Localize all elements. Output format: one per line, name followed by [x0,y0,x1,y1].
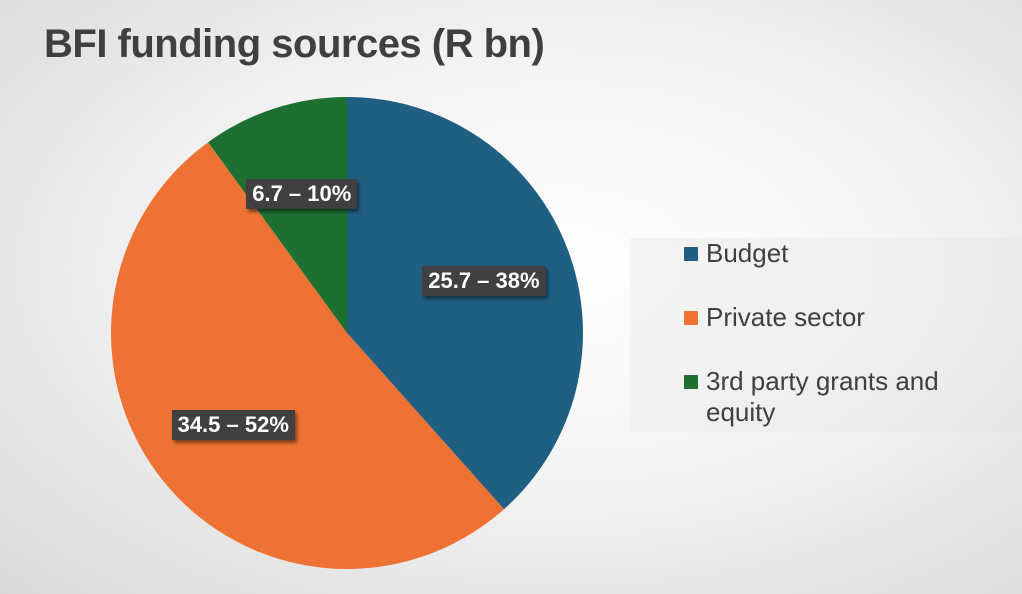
legend-label: Private sector [706,302,865,332]
pie-slice-private-sector [110,142,505,570]
pie-slice-budget [347,97,583,510]
legend-item-private-sector: Private sector [684,302,996,333]
legend-swatch [684,247,698,261]
data-label: 25.7 – 38% [422,265,546,296]
legend-swatch [684,311,698,325]
legend-label: 3rd party grants and equity [706,366,939,427]
legend-item-budget: Budget [684,238,996,269]
legend-swatch [684,375,698,389]
chart-legend: Budget Private sector 3rd party grants a… [630,238,1022,432]
legend-item-3rd-party: 3rd party grants and equity [684,366,996,428]
legend-label: Budget [706,238,789,268]
chart-title: BFI funding sources (R bn) [44,22,545,66]
data-label: 6.7 – 10% [246,178,358,209]
pie-slice-3rd-party-grants-and-equity [208,97,347,333]
data-label: 34.5 – 52% [171,409,295,440]
